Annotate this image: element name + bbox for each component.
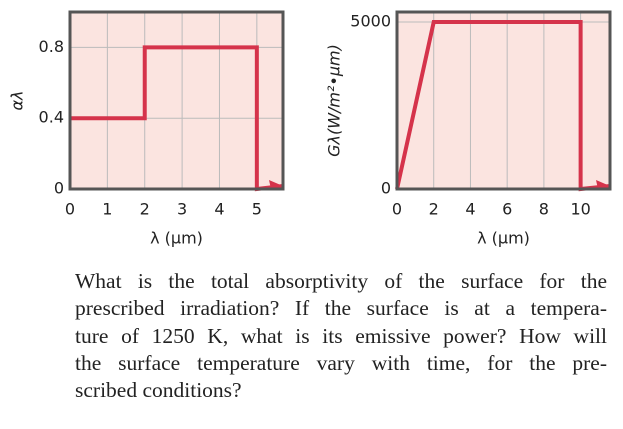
figure: 0 1 2 3 4 5 0 0.4 0.8 λ (μm) αλ 0 2 4 6 8 10 0 5000 λ (μm) G… (8, 10, 612, 248)
question-line: prescribed irradiation? If the surface i… (75, 296, 607, 321)
question: What is the total absorptivity of the su… (75, 268, 607, 404)
y-tick-label: 0.8 (39, 37, 64, 56)
question-line: the surface temperature vary with time, … (75, 350, 607, 375)
x-axis-label: λ (μm) (150, 229, 203, 248)
x-tick-label: 0 (65, 200, 75, 219)
y-tick-label: 0.4 (39, 108, 64, 127)
x-tick-label: 10 (570, 200, 590, 219)
x-tick-label: 6 (502, 200, 512, 219)
x-tick-label: 0 (392, 200, 402, 219)
question-line: What is the total absorptivity of the su… (75, 269, 607, 293)
y-tick-label: 0 (381, 179, 391, 198)
x-tick-label: 2 (429, 200, 439, 219)
y-tick-label: 0 (54, 179, 64, 198)
x-tick-label: 4 (214, 200, 224, 219)
x-tick-label: 3 (177, 200, 187, 219)
x-axis-label: λ (μm) (477, 229, 530, 248)
question-line: scribed conditions? (75, 378, 242, 403)
y-tick-label: 5000 (350, 12, 391, 31)
x-tick-label: 8 (539, 200, 549, 219)
y-axis-label: Gλ(W/m²•μm) (325, 44, 344, 157)
plot-area (397, 12, 610, 189)
plot-frame (68, 10, 285, 191)
x-tick-label: 2 (140, 200, 150, 219)
x-tick-label: 5 (252, 200, 262, 219)
x-tick-label: 1 (102, 200, 112, 219)
plot-frame (395, 10, 612, 191)
plot-area (70, 12, 283, 189)
question-line: ture of 1250 K, what is its emissive pow… (75, 323, 607, 348)
arrowhead (596, 180, 610, 189)
arrowhead (269, 180, 283, 189)
y-axis-label: αλ (8, 90, 27, 110)
x-tick-label: 4 (465, 200, 475, 219)
